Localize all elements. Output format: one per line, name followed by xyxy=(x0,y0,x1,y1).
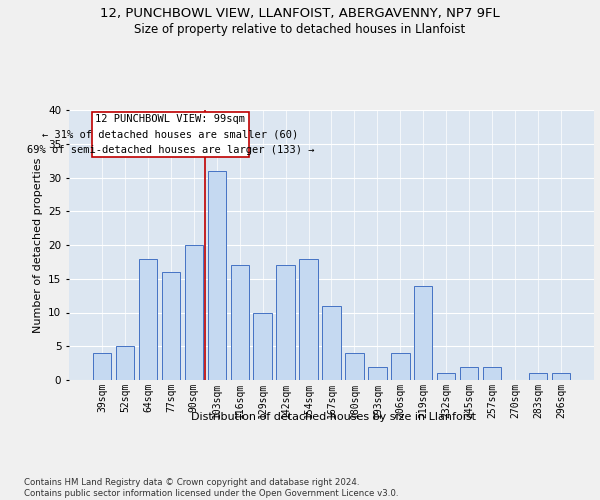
Bar xyxy=(253,312,272,380)
Bar xyxy=(230,265,249,380)
Bar xyxy=(208,171,226,380)
Bar xyxy=(414,286,433,380)
Bar xyxy=(437,373,455,380)
Bar xyxy=(483,366,501,380)
Text: Contains HM Land Registry data © Crown copyright and database right 2024.
Contai: Contains HM Land Registry data © Crown c… xyxy=(24,478,398,498)
Bar xyxy=(322,306,341,380)
Bar xyxy=(552,373,570,380)
FancyBboxPatch shape xyxy=(92,112,249,157)
Bar xyxy=(185,245,203,380)
Bar xyxy=(162,272,180,380)
Text: 12, PUNCHBOWL VIEW, LLANFOIST, ABERGAVENNY, NP7 9FL: 12, PUNCHBOWL VIEW, LLANFOIST, ABERGAVEN… xyxy=(100,8,500,20)
Bar xyxy=(391,353,410,380)
Bar xyxy=(299,258,318,380)
Bar xyxy=(93,353,111,380)
Text: Size of property relative to detached houses in Llanfoist: Size of property relative to detached ho… xyxy=(134,22,466,36)
Bar xyxy=(277,265,295,380)
Bar xyxy=(139,258,157,380)
Bar xyxy=(529,373,547,380)
Y-axis label: Number of detached properties: Number of detached properties xyxy=(32,158,43,332)
Bar xyxy=(345,353,364,380)
Bar xyxy=(460,366,478,380)
Text: 12 PUNCHBOWL VIEW: 99sqm
← 31% of detached houses are smaller (60)
69% of semi-d: 12 PUNCHBOWL VIEW: 99sqm ← 31% of detach… xyxy=(26,114,314,155)
Bar xyxy=(368,366,386,380)
Text: Distribution of detached houses by size in Llanfoist: Distribution of detached houses by size … xyxy=(191,412,476,422)
Bar xyxy=(116,346,134,380)
